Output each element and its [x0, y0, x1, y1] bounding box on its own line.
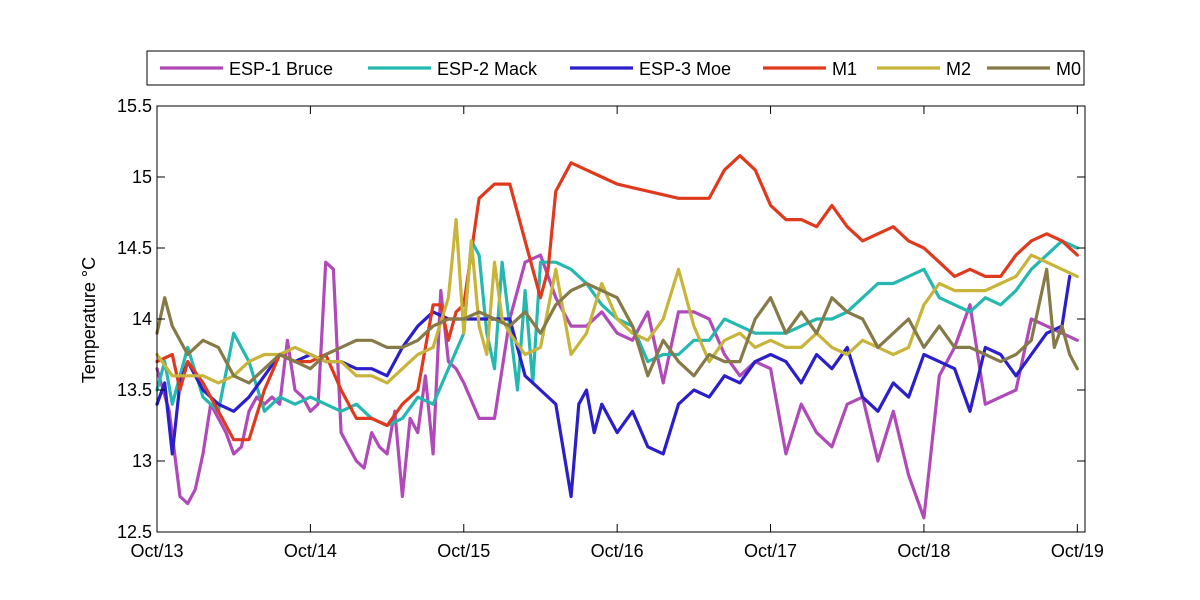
y-tick-label: 15	[132, 167, 152, 187]
legend-label-6: M0	[1056, 59, 1081, 79]
x-tick-label: Oct/16	[591, 541, 644, 561]
y-tick-label: 13	[132, 451, 152, 471]
y-tick-label: 14.5	[117, 238, 152, 258]
axes: Oct/13 Oct/14 Oct/15 Oct/16 Oct/17 Oct/18 Oct/…	[117, 96, 1104, 561]
y-tick-label: 13.5	[117, 380, 152, 400]
y-tick-label: 15.5	[117, 96, 152, 116]
series-line-2	[155, 239, 1079, 428]
x-tick-label: Oct/13	[130, 541, 183, 561]
x-tick-label: Oct/17	[744, 541, 797, 561]
x-tick-label: Oct/18	[897, 541, 950, 561]
y-axis-label: Temperature °C	[79, 257, 99, 383]
legend-label-3: ESP-3 Moe	[639, 59, 731, 79]
x-tick-label: Oct/19	[1051, 541, 1104, 561]
y-tick-label: 14	[132, 309, 152, 329]
x-tick-label: Oct/15	[437, 541, 490, 561]
legend-label-5: M2	[946, 59, 971, 79]
series-line-6	[155, 267, 1079, 385]
legend-label-2: ESP-2 Mack	[437, 59, 538, 79]
legend-label-1: ESP-1 Bruce	[229, 59, 333, 79]
series-lines	[155, 154, 1079, 520]
series-line-1	[155, 253, 1079, 520]
y-tick-label: 12.5	[117, 522, 152, 542]
x-tick-label: Oct/14	[284, 541, 337, 561]
legend-label-4: M1	[832, 59, 857, 79]
legend: ESP-1 Bruce ESP-2 Mack ESP-3 Moe M1 M2 M0	[146, 50, 1085, 86]
